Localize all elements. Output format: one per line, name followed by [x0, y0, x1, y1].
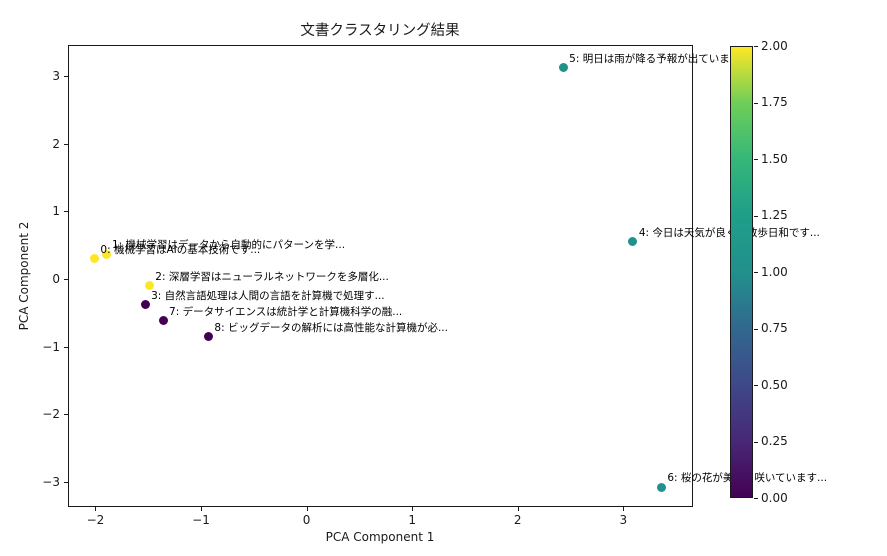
colorbar-tick-mark — [754, 46, 758, 47]
scatter-point — [144, 281, 154, 291]
y-tick-mark — [64, 143, 68, 145]
colorbar-tick-label: 0.00 — [761, 490, 788, 505]
colorbar-tick-label: 1.25 — [761, 208, 788, 222]
x-tick-label: −1 — [192, 513, 210, 527]
x-tick-label: −2 — [86, 513, 105, 527]
scatter-point — [89, 254, 99, 264]
colorbar-tick-mark — [754, 385, 758, 386]
colorbar-tick-mark — [754, 328, 758, 330]
point-annotation: 4: 今日は天気が良く、散歩日和です... — [638, 226, 820, 239]
y-tick-mark — [64, 346, 68, 348]
scatter-point — [628, 237, 638, 247]
scatter-point — [140, 300, 150, 310]
y-tick-label: 3 — [52, 69, 60, 84]
x-tick-label: 3 — [619, 513, 628, 527]
x-tick-mark — [412, 507, 414, 511]
y-tick-label: 2 — [52, 136, 60, 151]
y-tick-mark — [64, 76, 68, 78]
x-tick-label: 2 — [513, 513, 522, 527]
y-tick-label: 0 — [52, 272, 60, 287]
y-axis-label: PCA Component 2 — [17, 221, 31, 331]
x-axis-label: PCA Component 1 — [325, 530, 435, 544]
y-tick-mark — [64, 279, 68, 281]
x-tick-label: 0 — [302, 513, 311, 527]
point-annotation: 8: ビッグデータの解析には高性能な計算機が必... — [214, 321, 448, 334]
colorbar-tick-label: 1.50 — [761, 151, 788, 166]
y-tick-mark — [64, 414, 68, 416]
colorbar-tick-mark — [754, 441, 758, 443]
scatter-point — [203, 332, 213, 342]
colorbar-tick-mark — [754, 159, 758, 160]
scatter-point — [656, 482, 666, 492]
point-annotation: 3: 自然言語処理は人間の言語を計算機で処理す... — [151, 289, 385, 302]
colorbar-tick-mark — [754, 498, 758, 499]
colorbar-tick-label: 0.25 — [761, 434, 788, 448]
point-annotation: 1: 機械学習はデータから自動的にパターンを学... — [112, 239, 346, 252]
chart-title: 文書クラスタリング結果 — [300, 23, 460, 39]
y-tick-label: −2 — [42, 407, 60, 422]
y-tick-label: −1 — [42, 339, 60, 354]
colorbar-tick-label: 0.75 — [761, 321, 788, 335]
scatter-point — [158, 316, 168, 326]
x-tick-mark — [95, 507, 97, 511]
y-tick-mark — [64, 211, 68, 213]
colorbar-tick-mark — [754, 272, 758, 273]
plot-area — [68, 45, 693, 507]
colorbar-tick-mark — [754, 215, 758, 217]
scatter-point — [101, 249, 111, 259]
colorbar-tick-label: 0.50 — [761, 377, 788, 392]
colorbar-tick-label: 1.00 — [761, 264, 788, 279]
x-tick-mark — [623, 507, 625, 511]
point-annotation: 0: 機械学習はAIの基本技術です... — [100, 243, 261, 256]
x-tick-label: 1 — [408, 513, 416, 527]
point-annotation: 7: データサイエンスは統計学と計算機科学の融... — [169, 305, 403, 318]
x-tick-mark — [517, 507, 519, 511]
colorbar-tick-mark — [754, 102, 758, 104]
y-tick-label: −3 — [42, 474, 60, 489]
x-tick-mark — [306, 507, 308, 511]
colorbar-tick-label: 2.00 — [761, 38, 788, 53]
y-tick-mark — [64, 481, 68, 483]
colorbar-gradient — [730, 46, 753, 498]
scatter-point — [558, 63, 568, 73]
y-tick-label: 1 — [52, 204, 60, 219]
colorbar-tick-label: 1.75 — [761, 95, 788, 109]
point-annotation: 5: 明日は雨が降る予報が出ています... — [569, 52, 751, 65]
x-tick-mark — [201, 507, 203, 511]
point-annotation: 2: 深層学習はニューラルネットワークを多層化... — [155, 270, 389, 283]
